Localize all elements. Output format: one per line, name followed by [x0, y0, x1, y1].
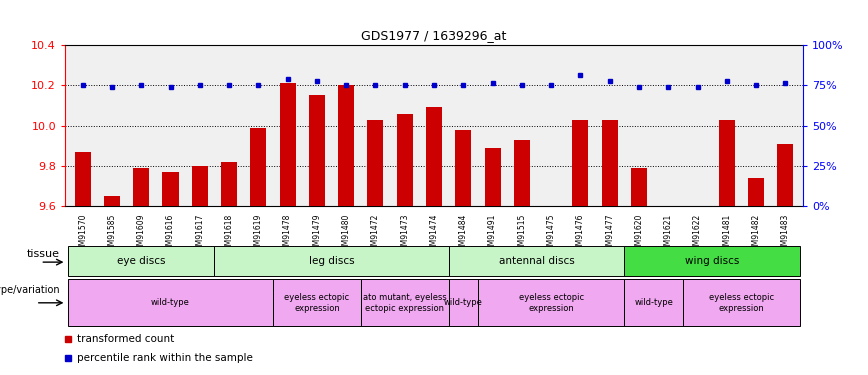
- Bar: [514, 140, 529, 206]
- Bar: [624, 246, 800, 276]
- Bar: [748, 178, 764, 206]
- Text: eye discs: eye discs: [117, 256, 166, 266]
- Bar: [449, 279, 478, 326]
- Bar: [75, 152, 91, 206]
- Bar: [624, 279, 683, 326]
- Text: wild-type: wild-type: [444, 298, 483, 307]
- Bar: [683, 279, 800, 326]
- Bar: [279, 83, 296, 206]
- Bar: [631, 168, 647, 206]
- Bar: [484, 148, 501, 206]
- Bar: [133, 168, 149, 206]
- Bar: [478, 279, 624, 326]
- Bar: [273, 279, 361, 326]
- Bar: [339, 86, 354, 206]
- Bar: [104, 196, 120, 206]
- Text: wild-type: wild-type: [151, 298, 190, 307]
- Text: eyeless ectopic
expression: eyeless ectopic expression: [518, 293, 583, 312]
- Bar: [602, 120, 618, 206]
- Bar: [162, 172, 179, 206]
- Text: antennal discs: antennal discs: [498, 256, 575, 266]
- Bar: [361, 279, 449, 326]
- Text: ato mutant, eyeless
ectopic expression: ato mutant, eyeless ectopic expression: [363, 293, 447, 312]
- Bar: [68, 279, 273, 326]
- Bar: [449, 246, 624, 276]
- Text: wing discs: wing discs: [685, 256, 740, 266]
- Bar: [309, 95, 325, 206]
- Text: eyeless ectopic
expression: eyeless ectopic expression: [709, 293, 774, 312]
- Bar: [455, 130, 471, 206]
- Bar: [572, 120, 589, 206]
- Bar: [250, 128, 266, 206]
- Text: wild-type: wild-type: [635, 298, 673, 307]
- Bar: [367, 120, 384, 206]
- Bar: [719, 120, 735, 206]
- Text: eyeless ectopic
expression: eyeless ectopic expression: [285, 293, 350, 312]
- Bar: [221, 162, 237, 206]
- Text: tissue: tissue: [27, 249, 60, 259]
- Text: leg discs: leg discs: [309, 256, 354, 266]
- Title: GDS1977 / 1639296_at: GDS1977 / 1639296_at: [361, 30, 507, 42]
- Bar: [426, 108, 442, 206]
- Text: genotype/variation: genotype/variation: [0, 285, 60, 295]
- Bar: [777, 144, 793, 206]
- Bar: [68, 246, 214, 276]
- Bar: [192, 166, 207, 206]
- Bar: [397, 114, 413, 206]
- Bar: [214, 246, 449, 276]
- Text: transformed count: transformed count: [77, 334, 174, 344]
- Text: percentile rank within the sample: percentile rank within the sample: [77, 353, 253, 363]
